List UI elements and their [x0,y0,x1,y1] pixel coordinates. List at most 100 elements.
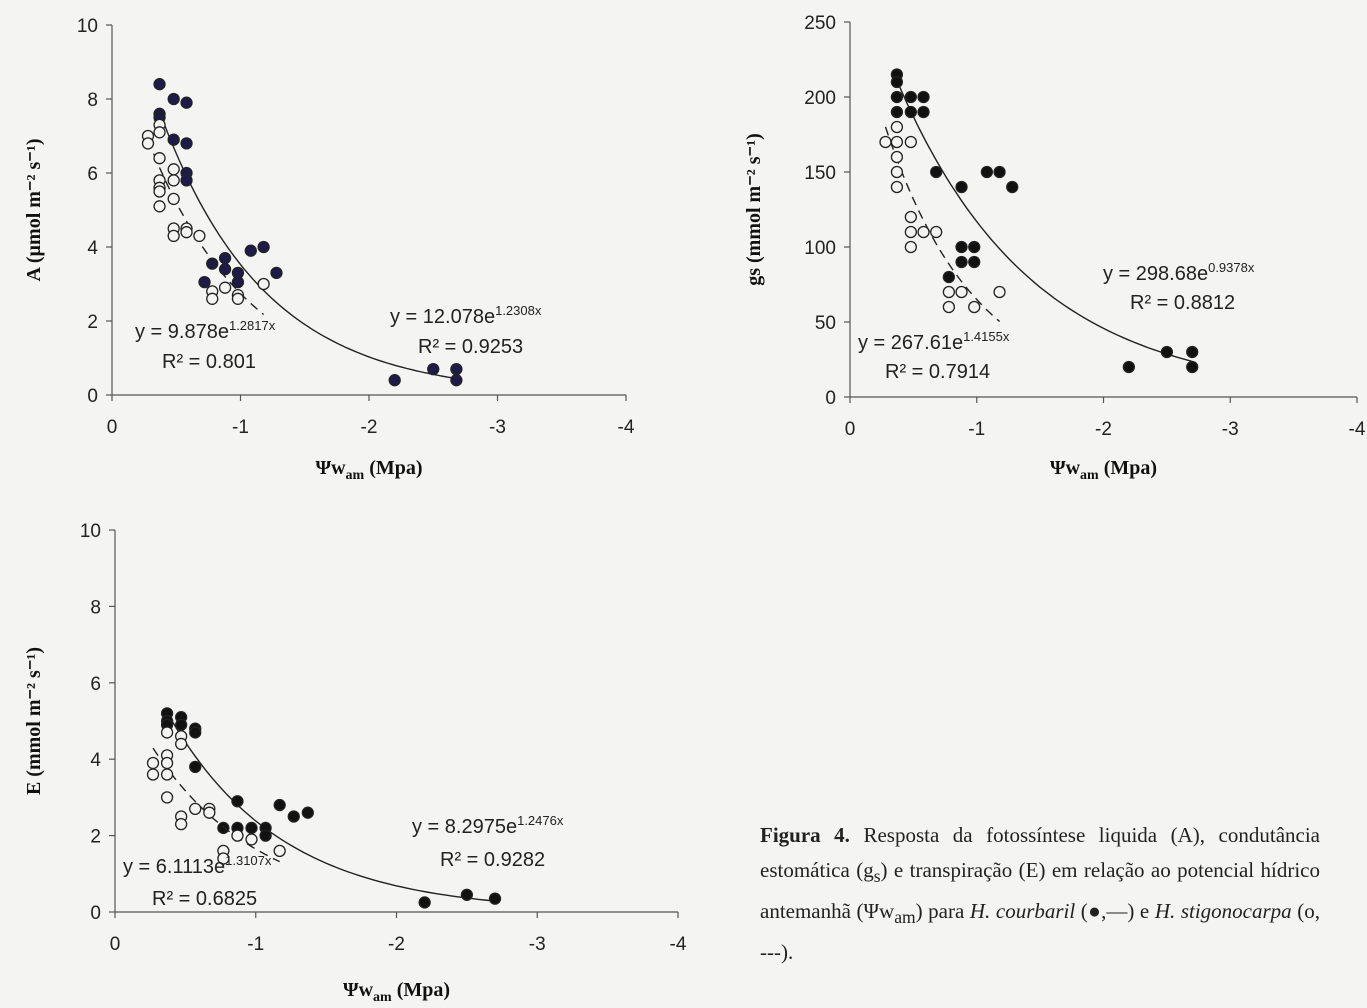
data-point-open [231,829,244,842]
r-squared-label: R² = 0.9253 [418,336,523,358]
x-tick-label: -1 [247,934,264,955]
fit-curve-dashed [147,139,265,316]
data-point-open [203,806,216,819]
y-tick-label: 2 [87,312,98,333]
data-point-open [193,229,206,243]
data-point-open [917,225,930,239]
data-point-open [890,120,904,134]
data-point-open [153,152,166,165]
data-point-filled [980,165,994,179]
data-point-open [160,791,174,804]
x-tick-label: -3 [1222,419,1239,440]
data-point-filled [942,270,956,284]
data-point-open [890,165,904,179]
x-tick-label: -2 [388,934,405,955]
data-point-filled [244,244,257,257]
data-point-filled [1006,180,1019,194]
fit-equation-label: y = 8.2975e1.2476x [412,813,564,838]
x-axis-label: Ψwam (Mpa) [315,457,422,483]
data-point-open [175,737,188,751]
data-point-open [245,833,258,846]
r-squared-label: R² = 0.7914 [885,361,990,383]
y-tick-label: 8 [87,90,98,111]
x-tick-label: -1 [232,417,249,438]
caption-species-2: H. stigonocarpa [1154,899,1292,924]
fit-curve-solid [896,80,1193,363]
data-point-open [167,229,180,243]
r-squared-label: R² = 0.6825 [152,888,257,910]
data-point-filled [488,892,502,905]
data-point-open [257,277,270,291]
y-tick-label: 0 [90,903,101,924]
data-point-filled [904,105,917,119]
data-point-filled [427,362,440,376]
data-point-filled [993,165,1006,179]
data-point-filled [301,806,314,819]
data-point-open [146,756,160,770]
data-point-filled [287,810,300,823]
data-point-filled [930,165,943,179]
chart-panel-e: 0 2 4 6 8 10 0 -1 -2 -3 -4 E (mmol m⁻² s⁻¹) Ψwam (Mp… [23,521,687,1005]
fit-equation-label: y = 9.878e1.2817x [135,318,276,343]
x-tick-label: 0 [107,417,118,438]
y-tick-label: 10 [77,16,98,37]
data-point-filled [231,795,244,808]
data-point-filled [167,133,180,146]
y-tick-label: 200 [804,88,836,109]
data-point-open [890,180,904,194]
data-point-filled [198,275,211,289]
data-point-open [904,225,917,239]
data-point-filled [968,255,981,269]
y-tick-label: 6 [90,674,101,695]
r-squared-label: R² = 0.9282 [440,849,545,871]
data-point-filled [167,92,180,106]
data-point-filled [270,266,283,280]
data-point-filled [450,374,463,387]
data-point-filled [218,263,232,276]
data-point-filled [189,760,202,773]
x-tick-label: -4 [1349,419,1366,440]
data-point-filled [273,798,286,812]
data-point-filled [1186,360,1199,374]
y-tick-label: 4 [87,238,98,259]
data-point-open [146,768,160,781]
data-point-open [879,135,892,149]
data-point-open [167,192,180,206]
data-point-filled [180,96,193,109]
caption-species-1: H. courbaril [969,899,1076,924]
data-point-filled [218,251,232,265]
data-point-open [890,150,904,164]
data-point-filled [206,257,219,270]
data-point-open [141,137,155,150]
y-tick-label: 2 [90,827,101,848]
data-point-filled [917,105,930,119]
x-tick-label: -1 [968,419,985,440]
caption-legend-2: (o, ---). [760,899,1320,965]
data-point-open [153,126,166,139]
data-point-open [942,285,956,299]
data-point-filled [890,75,904,89]
fit-curve-dashed [152,747,281,863]
fit-equation-label: y = 298.68e0.9378x [1103,260,1255,285]
data-point-filled [955,255,968,269]
y-tick-label: 0 [87,386,98,407]
data-point-filled [418,896,431,909]
fit-equation-label: y = 12.078e1.2308x [390,303,542,328]
data-point-open [904,135,917,149]
data-point-filled [890,90,904,104]
caption-text-2: ) e transpiração (E) em relação ao poten… [760,858,1320,924]
fit-curve-dashed [884,126,1001,323]
r-squared-label: R² = 0.8812 [1130,292,1235,314]
data-point-filled [153,78,166,91]
fit-equation-label: y = 6.1113e1.3107x [123,853,272,878]
y-axis-label: gs (mmol m⁻² s⁻¹) [743,133,765,286]
x-axis-label: Ψwam (Mpa) [343,979,450,1005]
data-point-filled [917,90,930,104]
data-point-filled [189,726,202,739]
data-point-open [273,844,286,858]
y-tick-label: 0 [825,388,836,409]
caption-sub-1: s [873,866,881,887]
fit-equation-label: y = 267.61e1.4155x [858,329,1010,354]
data-point-open [180,226,193,239]
data-point-open [231,292,245,305]
